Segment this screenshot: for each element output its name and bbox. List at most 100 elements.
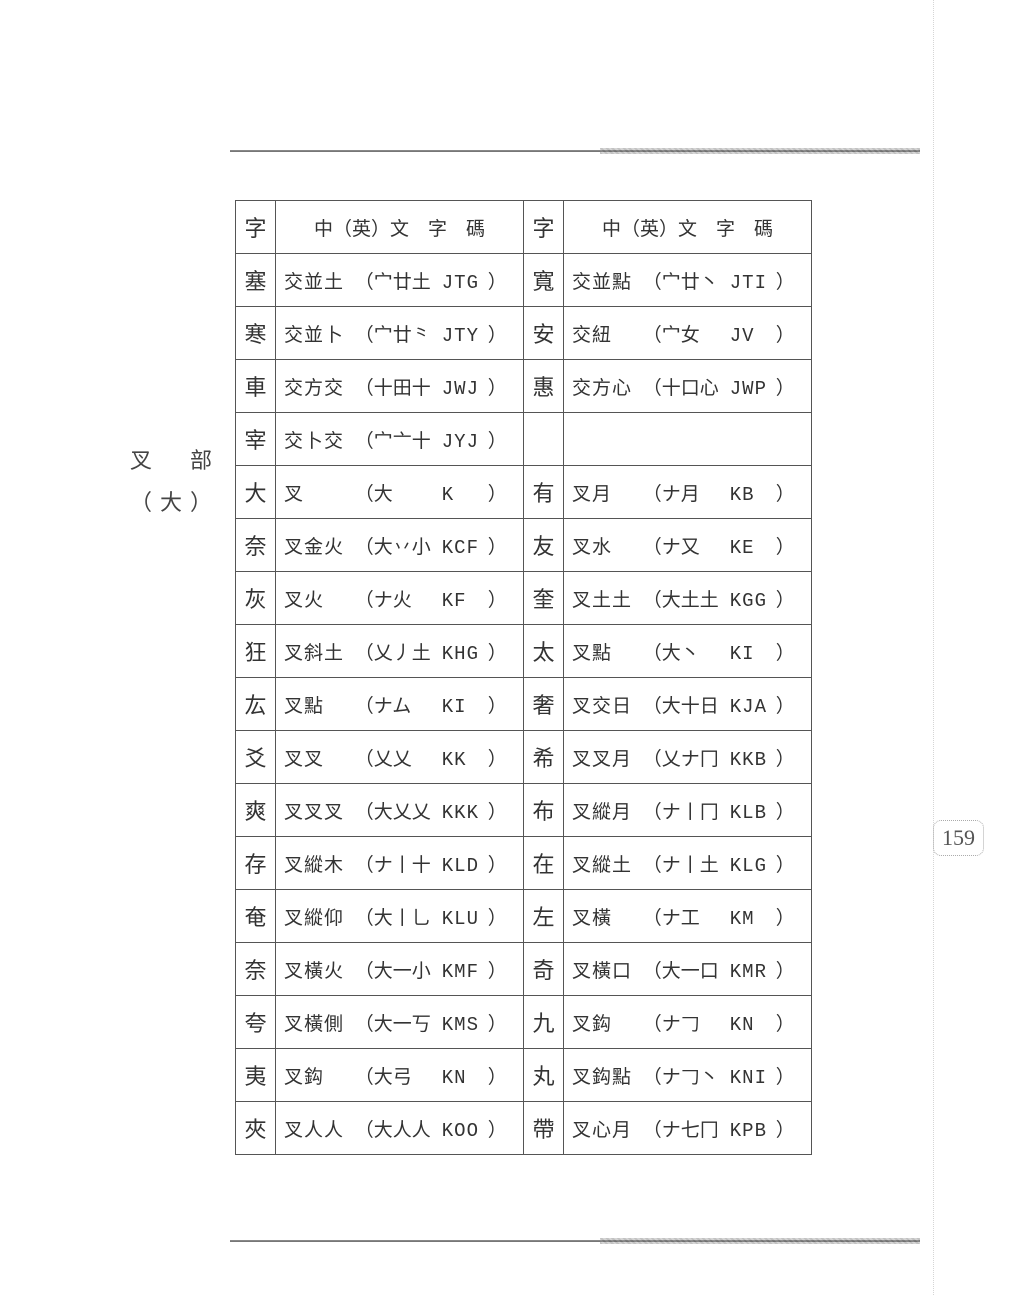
table-cell-desc: 叉橫 （ナ工KM）: [564, 890, 812, 943]
paren-open: （: [355, 431, 374, 452]
paren-close: ）: [488, 1120, 507, 1141]
table-cell-char: 帶: [524, 1102, 564, 1155]
code-english: KMS: [442, 1014, 488, 1036]
paren-close: ）: [488, 1014, 507, 1035]
code-english: KMF: [442, 961, 488, 983]
code-english: JWP: [730, 378, 776, 400]
code-shapes: ナ丨土: [662, 850, 730, 877]
table-row: 寒 交並卜 （宀廿⺀JTY） 安 交紐 （宀女JV）: [236, 307, 812, 360]
section-title-1: 叉 部: [130, 440, 220, 482]
code-english: KKK: [442, 802, 488, 824]
paren-open: （: [643, 590, 662, 611]
code-shapes: 大一小: [374, 956, 442, 983]
table-cell-desc: 交方交 （十田十JWJ）: [276, 360, 524, 413]
table-cell-char: 厷: [236, 678, 276, 731]
table-cell-char: 有: [524, 466, 564, 519]
code-english: KF: [442, 590, 488, 612]
code-name: 叉土土: [572, 585, 638, 612]
paren-close: ）: [488, 696, 507, 717]
paren-close: ）: [776, 590, 795, 611]
table-cell-char: 奎: [524, 572, 564, 625]
table-cell-char: 奄: [236, 890, 276, 943]
table-cell-desc: 叉叉 （乂乂KK）: [276, 731, 524, 784]
table-cell-desc: 叉鈎點 （ナ𠃌丶KNI）: [564, 1049, 812, 1102]
code-shapes: 宀廿⺀: [374, 320, 442, 347]
table-row: 車 交方交 （十田十JWJ） 惠 交方心 （十口心JWP）: [236, 360, 812, 413]
code-name: 叉叉月: [572, 744, 638, 771]
code-english: KI: [442, 696, 488, 718]
table-cell-desc: 交紐 （宀女JV）: [564, 307, 812, 360]
code-name: 叉人人: [284, 1115, 350, 1142]
code-shapes: 宀廿土: [374, 267, 442, 294]
paren-open: （: [355, 1014, 374, 1035]
table-cell-desc: 叉縱仰 （大丨乚KLU）: [276, 890, 524, 943]
code-name: 叉橫: [572, 903, 638, 930]
table-cell-char: 友: [524, 519, 564, 572]
paren-open: （: [355, 1120, 374, 1141]
table-row: 塞 交並土 （宀廿土JTG） 寬 交並點 （宀廿丶JTI）: [236, 254, 812, 307]
table-cell-char: 奈: [236, 943, 276, 996]
code-shapes: ナ七冂: [662, 1115, 730, 1142]
table-cell-desc: 叉水 （ナ又KE）: [564, 519, 812, 572]
paren-close: ）: [776, 1120, 795, 1141]
code-english: KCF: [442, 537, 488, 559]
code-name: 叉火: [284, 585, 350, 612]
table-cell-char: 車: [236, 360, 276, 413]
table-cell-desc: 交卜交 （宀亠十JYJ）: [276, 413, 524, 466]
table-cell-desc: 交並土 （宀廿土JTG）: [276, 254, 524, 307]
paren-close: ）: [776, 378, 795, 399]
code-name: 叉交日: [572, 691, 638, 718]
table-cell-char: 九: [524, 996, 564, 1049]
table-row: 夸 叉橫側 （大一丂KMS） 九 叉鈎 （ナ𠃌KN）: [236, 996, 812, 1049]
code-shapes: 大: [374, 479, 442, 506]
code-english: KLU: [442, 908, 488, 930]
paren-close: ）: [776, 696, 795, 717]
code-shapes: 十口心: [662, 373, 730, 400]
table-cell-desc: 叉 （大K）: [276, 466, 524, 519]
table-cell-char: 夷: [236, 1049, 276, 1102]
code-shapes: 宀女: [662, 320, 730, 347]
code-name: 交並土: [284, 267, 350, 294]
code-name: 叉金火: [284, 532, 350, 559]
code-shapes: 大丨乚: [374, 903, 442, 930]
table-cell-desc: 叉點 （大丶KI）: [564, 625, 812, 678]
paren-close: ）: [776, 855, 795, 876]
page-number: 159: [933, 820, 984, 856]
code-shapes: 大乂乂: [374, 797, 442, 824]
paren-open: （: [643, 696, 662, 717]
code-shapes: ナ火: [374, 585, 442, 612]
table-row: 奈 叉橫火 （大一小KMF） 奇 叉橫口 （大一口KMR）: [236, 943, 812, 996]
code-english: KI: [730, 643, 776, 665]
code-name: 叉鈎點: [572, 1062, 638, 1089]
paren-open: （: [355, 325, 374, 346]
paren-open: （: [355, 1067, 374, 1088]
paren-close: ）: [488, 325, 507, 346]
code-shapes: 大一丂: [374, 1009, 442, 1036]
paren-close: ）: [776, 1014, 795, 1035]
code-shapes: 宀廿丶: [662, 267, 730, 294]
code-english: KK: [442, 749, 488, 771]
table-cell-desc: 叉斜土 （乂丿土KHG）: [276, 625, 524, 678]
code-english: JWJ: [442, 378, 488, 400]
code-shapes: ナ月: [662, 479, 730, 506]
table-cell-char: 惠: [524, 360, 564, 413]
table-cell-char: 奈: [236, 519, 276, 572]
table-cell-desc: 叉橫側 （大一丂KMS）: [276, 996, 524, 1049]
paren-open: （: [643, 1067, 662, 1088]
table-cell-char: 寬: [524, 254, 564, 307]
paren-open: （: [643, 1120, 662, 1141]
paren-close: ）: [488, 431, 507, 452]
code-name: 交並點: [572, 267, 638, 294]
code-name: 交並卜: [284, 320, 350, 347]
paren-open: （: [643, 749, 662, 770]
header-char-left: 字: [236, 201, 276, 254]
code-table: 字 中（英）文 字 碼 字 中（英）文 字 碼 塞 交並土 （宀廿土JTG） 寬…: [235, 200, 812, 1155]
paren-close: ）: [488, 1067, 507, 1088]
table-cell-char: 灰: [236, 572, 276, 625]
paren-open: （: [643, 908, 662, 929]
table-row: 夷 叉鈎 （大弓KN） 丸 叉鈎點 （ナ𠃌丶KNI）: [236, 1049, 812, 1102]
paren-close: ）: [488, 908, 507, 929]
table-cell-char: 希: [524, 731, 564, 784]
table-row: 奄 叉縱仰 （大丨乚KLU） 左 叉橫 （ナ工KM）: [236, 890, 812, 943]
table-cell-desc: 交並點 （宀廿丶JTI）: [564, 254, 812, 307]
